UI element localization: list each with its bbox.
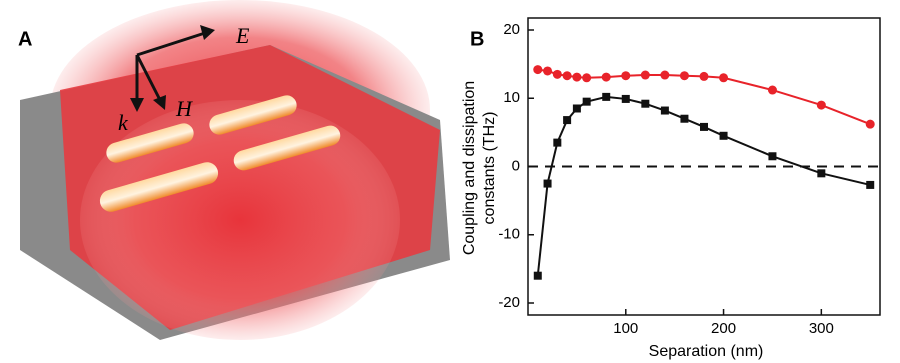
rods	[99, 95, 341, 212]
panel-label: B	[470, 28, 484, 50]
point	[768, 152, 777, 161]
series-line	[537, 68, 871, 126]
y-tick-label: 0	[512, 157, 520, 174]
point	[660, 70, 670, 80]
series-line	[536, 95, 871, 276]
point	[543, 179, 552, 188]
beam-glow	[80, 100, 400, 340]
point	[621, 94, 630, 103]
illustration: A E⃗ k⃗ H⃗	[18, 0, 450, 340]
point	[719, 131, 728, 140]
point	[553, 138, 562, 147]
h-label: H⃗	[175, 96, 209, 121]
point	[582, 97, 591, 106]
rod	[106, 123, 194, 163]
point	[700, 122, 708, 131]
point	[660, 106, 669, 115]
point	[699, 71, 709, 81]
point	[602, 92, 611, 101]
y-tick-label: 20	[503, 21, 520, 38]
point	[562, 71, 572, 81]
point	[680, 114, 689, 123]
point	[572, 72, 582, 82]
point	[640, 70, 650, 80]
rod	[209, 95, 297, 135]
x-tick-label: 300	[809, 320, 834, 337]
e-label: E⃗	[235, 23, 267, 48]
x-tick-label: 100	[613, 320, 638, 337]
point	[543, 66, 553, 76]
y-axis-label: constants (THz)	[481, 112, 498, 225]
x-tick-label: 200	[711, 320, 736, 337]
point	[866, 180, 875, 189]
y-axis-label: Coupling and dissipation	[461, 81, 478, 255]
rod	[233, 125, 341, 171]
chart: B Separation (nm) Coupling and dissipati…	[461, 17, 881, 360]
point	[865, 119, 875, 129]
x-axis-label: Separation (nm)	[649, 343, 764, 360]
point	[552, 69, 562, 79]
point	[816, 100, 826, 110]
rod	[99, 162, 219, 212]
point	[601, 72, 611, 82]
y-tick-label: -20	[498, 294, 520, 311]
axes-arrows	[130, 25, 215, 112]
y-tick-label: -10	[498, 226, 520, 243]
point	[817, 169, 826, 178]
point	[719, 73, 729, 83]
point	[679, 71, 689, 81]
point	[641, 99, 650, 108]
point	[533, 271, 542, 280]
point	[767, 85, 777, 95]
panel-label: A	[18, 28, 32, 50]
k-label: k⃗	[118, 110, 145, 135]
point	[533, 65, 543, 75]
y-tick-label: 10	[503, 89, 520, 106]
point	[572, 104, 581, 113]
point	[563, 116, 572, 125]
point	[621, 71, 631, 81]
point	[582, 73, 592, 83]
